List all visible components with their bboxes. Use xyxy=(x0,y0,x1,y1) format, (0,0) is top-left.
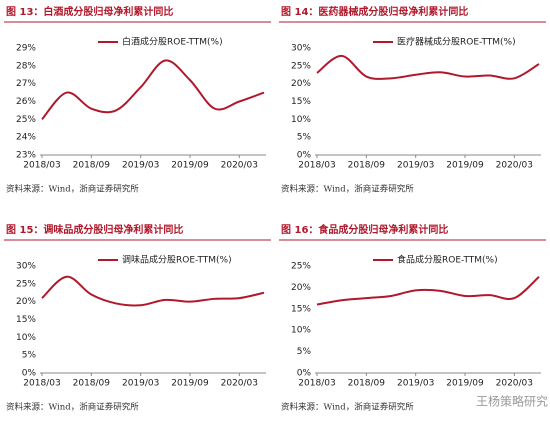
x-tick-label: 2018/09 xyxy=(348,379,386,389)
chart-title: 图 14：医药器械成分股归母净利累计同比 xyxy=(281,5,468,18)
y-tick-label: 15% xyxy=(291,304,311,314)
x-tick-label: 2018/09 xyxy=(73,379,111,389)
y-tick-label: 30% xyxy=(291,44,311,54)
x-tick-label: 2019/09 xyxy=(171,161,209,171)
data-line xyxy=(41,275,265,307)
data-line xyxy=(316,275,540,306)
x-tick-label: 2019/03 xyxy=(122,161,159,171)
x-tick-label: 2020/03 xyxy=(221,161,258,171)
y-tick-label: 10% xyxy=(291,115,311,125)
y-tick-label: 27% xyxy=(16,79,36,89)
y-tick-label: 10% xyxy=(291,326,311,336)
x-tick-label: 2018/09 xyxy=(348,161,386,171)
chart-title: 图 15：调味品成分股归母净利累计同比 xyxy=(6,223,183,236)
chart-title: 图 16：食品成分股归母净利累计同比 xyxy=(281,223,448,236)
watermark: 王杨策略研究 xyxy=(476,394,548,409)
chart-title: 图 13：白酒成分股归母净利累计同比 xyxy=(6,5,173,18)
x-tick-label: 2020/03 xyxy=(496,379,533,389)
y-tick-label: 30% xyxy=(16,262,36,272)
y-tick-label: 29% xyxy=(16,44,36,54)
y-tick-label: 5% xyxy=(297,133,312,143)
x-tick-label: 2019/03 xyxy=(397,161,434,171)
y-tick-label: 20% xyxy=(291,283,311,293)
x-tick-label: 2019/09 xyxy=(171,379,209,389)
source-note: 资料来源：Wind，浙商证券研究所 xyxy=(281,402,414,413)
legend-label: 医疗器械成分股ROE-TTM(%) xyxy=(397,36,516,48)
x-tick-label: 2020/03 xyxy=(496,161,533,171)
y-tick-label: 25% xyxy=(16,115,36,125)
x-tick-label: 2018/03 xyxy=(23,161,60,171)
legend-label: 白酒成分股ROE-TTM(%) xyxy=(122,36,223,48)
x-tick-label: 2019/03 xyxy=(122,379,159,389)
y-tick-label: 15% xyxy=(291,97,311,107)
y-tick-label: 28% xyxy=(16,61,36,71)
y-tick-label: 25% xyxy=(291,61,311,71)
x-tick-label: 2019/03 xyxy=(397,379,434,389)
source-note: 资料来源：Wind，浙商证券研究所 xyxy=(6,402,139,413)
y-tick-label: 10% xyxy=(16,333,36,343)
x-tick-label: 2018/03 xyxy=(298,379,335,389)
y-tick-label: 24% xyxy=(16,133,36,143)
source-note: 资料来源：Wind，浙商证券研究所 xyxy=(6,184,139,195)
y-tick-label: 0% xyxy=(297,151,312,161)
y-tick-label: 5% xyxy=(297,347,312,357)
legend-label: 食品成分股ROE-TTM(%) xyxy=(397,254,498,266)
y-tick-label: 20% xyxy=(16,297,36,307)
y-tick-label: 20% xyxy=(291,79,311,89)
x-tick-label: 2018/03 xyxy=(23,379,60,389)
legend-label: 调味品成分股ROE-TTM(%) xyxy=(122,254,232,266)
x-tick-label: 2019/09 xyxy=(446,379,484,389)
y-tick-label: 0% xyxy=(297,369,312,379)
y-tick-label: 15% xyxy=(16,315,36,325)
data-line xyxy=(316,54,540,80)
data-line xyxy=(41,59,265,121)
y-tick-label: 26% xyxy=(16,97,36,107)
source-note: 资料来源：Wind，浙商证券研究所 xyxy=(281,184,414,195)
y-tick-label: 25% xyxy=(16,279,36,289)
y-tick-label: 25% xyxy=(291,262,311,272)
y-tick-label: 0% xyxy=(22,369,37,379)
y-tick-label: 5% xyxy=(22,351,37,361)
x-tick-label: 2019/09 xyxy=(446,161,484,171)
x-tick-label: 2020/03 xyxy=(221,379,258,389)
x-tick-label: 2018/03 xyxy=(298,161,335,171)
y-tick-label: 23% xyxy=(16,151,36,161)
x-tick-label: 2018/09 xyxy=(73,161,111,171)
